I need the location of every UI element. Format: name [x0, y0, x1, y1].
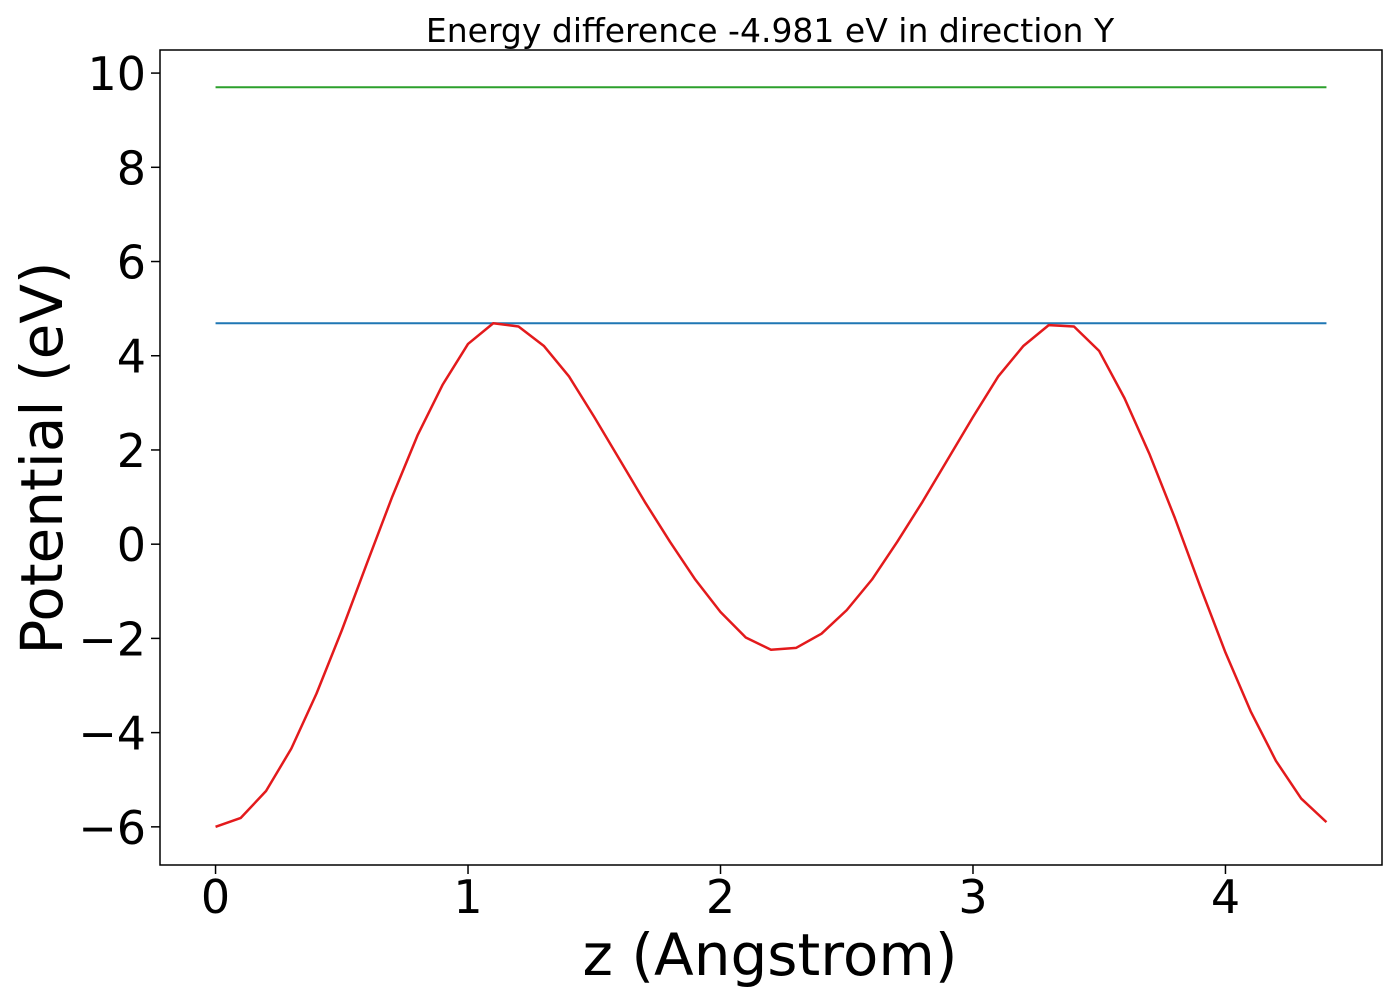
chart-title: Energy difference -4.981 eV in direction… [426, 11, 1115, 50]
data-line [215, 321, 1328, 829]
y-axis-label: Potential (eV) [8, 261, 76, 654]
y-tick-label: 0 [117, 518, 146, 572]
y-tick-label: 2 [117, 424, 146, 478]
y-tick-label: 4 [117, 330, 146, 384]
x-tick-label: 0 [201, 870, 230, 924]
y-tick-label: −6 [78, 801, 146, 855]
y-tick-label: 10 [87, 47, 146, 101]
x-axis-label: z (Angstrom) [583, 921, 958, 989]
y-tick-label: −2 [78, 612, 146, 666]
y-tick-label: −4 [78, 707, 146, 761]
x-tick-label: 1 [453, 870, 482, 924]
x-tick-label: 2 [706, 870, 735, 924]
y-tick-label: 6 [117, 236, 146, 290]
x-tick-label: 3 [958, 870, 987, 924]
plot-frame [159, 49, 1383, 866]
y-tick-label: 8 [117, 141, 146, 195]
x-tick-label: 4 [1211, 870, 1240, 924]
